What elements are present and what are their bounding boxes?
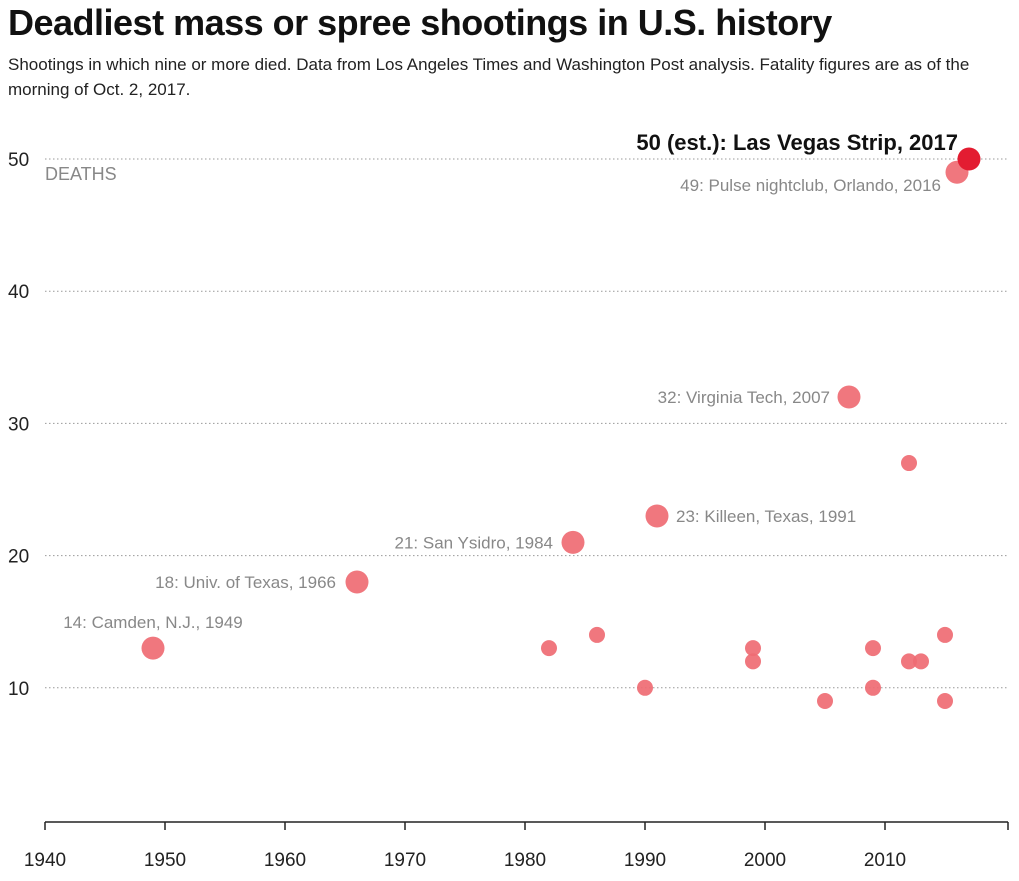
point-label: 21: San Ysidro, 1984 [395,533,553,552]
x-tick-label: 2010 [864,850,906,871]
data-point [865,640,881,657]
data-point [913,653,929,670]
x-tick-label: 1980 [504,850,546,871]
point-label: 23: Killeen, Texas, 1991 [676,507,856,526]
data-point [817,693,833,710]
data-point [837,385,861,409]
point-label: 14: Camden, N.J., 1949 [63,613,243,632]
highlight-label: 50 (est.): Las Vegas Strip, 2017 [636,130,958,155]
highlight-point [957,147,981,171]
point-label: 32: Virginia Tech, 2007 [658,388,830,407]
y-tick-label: 20 [8,547,29,568]
x-axis: 1940 1950 1960 1970 1980 1990 2000 2010 [24,821,1009,871]
data-point [901,455,917,472]
data-point [141,636,165,660]
data-point [937,626,953,643]
data-point [589,626,605,643]
y-tick-label: 30 [8,414,29,435]
point-label: 49: Pulse nightclub, Orlando, 2016 [680,176,941,195]
y-axis-label: DEATHS [45,164,117,184]
data-point [745,653,761,670]
data-point [901,653,917,670]
data-point [745,640,761,657]
data-points [141,147,981,710]
point-labels: 14: Camden, N.J., 1949 18: Univ. of Texas… [63,130,958,632]
data-point [541,640,557,657]
chart-subtitle: Shootings in which nine or more died. Da… [8,55,970,99]
x-tick-label: 1940 [24,850,66,871]
data-point [637,679,653,696]
y-axis: 10 20 30 40 50 [8,150,29,700]
chart-title: Deadliest mass or spree shootings in U.S… [8,2,832,43]
data-point [937,693,953,710]
x-tick-label: 1960 [264,850,306,871]
gridlines [45,158,1008,689]
x-tick-label: 2000 [744,850,786,871]
x-tick-label: 1950 [144,850,186,871]
y-tick-label: 40 [8,282,29,303]
x-tick-label: 1990 [624,850,666,871]
data-point [645,504,669,528]
point-label: 18: Univ. of Texas, 1966 [155,573,336,592]
data-point [865,679,881,696]
data-point [345,570,369,594]
x-tick-label: 1970 [384,850,426,871]
data-point [561,530,585,554]
y-tick-label: 10 [8,679,29,700]
y-tick-label: 50 [8,150,29,171]
